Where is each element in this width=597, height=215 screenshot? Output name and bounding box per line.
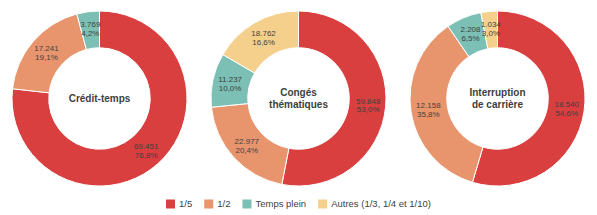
legend-swatch <box>242 200 251 209</box>
percentage-label: 76,8% <box>135 151 158 160</box>
percentage-label: 4,2% <box>81 29 99 38</box>
percentage-label: 54,6% <box>555 109 578 118</box>
data-label: 69.45176,8% <box>134 142 159 160</box>
value-label: 3.769 <box>80 20 101 29</box>
slices <box>410 11 585 186</box>
percentage-label: 16,6% <box>252 38 275 47</box>
slice <box>12 11 187 186</box>
value-label: 22.977 <box>235 137 260 146</box>
slice <box>211 104 288 185</box>
percentage-label: 53,0% <box>357 105 380 114</box>
donut: Congésthématiques 59.84853,0% 22.97720,4% 1… <box>211 11 386 186</box>
data-label: 18.76216,6% <box>251 29 276 47</box>
chart-root: Crédit-temps 69.45176,8% 17.24119,1% 3.7694… <box>0 0 597 215</box>
percentage-label: 19,1% <box>35 53 58 62</box>
chart-title-line: de carrière <box>472 99 524 110</box>
chart-title: Congésthématiques <box>269 87 328 111</box>
legend-item: Temps plein <box>242 198 306 209</box>
slice <box>77 11 100 49</box>
legend-swatch <box>318 200 327 209</box>
value-label: 18.762 <box>251 29 276 38</box>
percentage-label: 20,4% <box>235 146 258 155</box>
legend-item: Autres (1/3, 1/4 et 1/10) <box>318 198 431 209</box>
data-label: 12.15835,8% <box>416 101 441 119</box>
legend-swatch <box>166 200 175 209</box>
slice <box>223 11 299 73</box>
donut: Interruptionde carrière 18.54054,6% 12.158… <box>410 11 585 186</box>
legend-item: 1/2 <box>204 198 230 209</box>
data-label: 17.24119,1% <box>34 44 59 62</box>
legend-label: Autres (1/3, 1/4 et 1/10) <box>331 198 431 209</box>
value-label: 2.208 <box>460 25 481 34</box>
data-label: 11.23710,0% <box>218 75 242 93</box>
data-labels: 59.84853,0%22.97720,4%11.23710,0%18.7621… <box>218 29 381 155</box>
legend-label: Temps plein <box>255 198 306 209</box>
data-label: 2.2086,5% <box>460 25 481 43</box>
legend-label: 1/5 <box>179 198 192 209</box>
slice <box>13 14 87 93</box>
chart-title-line: thématiques <box>269 99 328 110</box>
data-label: 3.7694,2% <box>80 20 101 38</box>
value-label: 17.241 <box>34 44 59 53</box>
data-labels: 69.45176,8% 17.24119,1% 3.7694,2% <box>34 20 159 160</box>
legend-label: 1/2 <box>217 198 230 209</box>
chart-title-line: Interruption <box>469 87 525 98</box>
value-label: 18.540 <box>555 100 580 109</box>
data-label: 1.0343,0% <box>481 20 502 38</box>
donut: Crédit-temps 69.45176,8% 17.24119,1% 3.7694… <box>12 11 187 186</box>
data-labels: 18.54054,6% 12.15835,8% 2.2086,5%1.0343,0% <box>416 20 579 118</box>
legend: 1/5 1/2 Temps plein Autres (1/3, 1/4 et 1/1… <box>166 198 431 209</box>
value-label: 1.034 <box>481 20 502 29</box>
value-label: 59.848 <box>356 96 381 105</box>
chart-title: Interruptionde carrière <box>469 87 525 111</box>
data-label: 18.54054,6% <box>555 100 580 118</box>
chart-title-line: Congés <box>280 87 317 98</box>
percentage-label: 35,8% <box>417 110 440 119</box>
percentage-label: 10,0% <box>219 84 242 93</box>
percentage-label: 3,0% <box>482 29 500 38</box>
slices <box>211 11 386 186</box>
data-label: 22.97720,4% <box>235 137 260 155</box>
legend-swatch <box>204 200 213 209</box>
slice <box>472 11 585 186</box>
chart-title-line: Crédit-temps <box>69 93 131 104</box>
value-label: 12.158 <box>416 101 441 110</box>
value-label: 11.237 <box>218 75 242 84</box>
legend-item: 1/5 <box>166 198 192 209</box>
slices <box>12 11 187 186</box>
data-label: 59.84853,0% <box>356 96 381 114</box>
percentage-label: 6,5% <box>461 34 479 43</box>
value-label: 69.451 <box>134 142 159 151</box>
chart-title: Crédit-temps <box>69 93 131 104</box>
